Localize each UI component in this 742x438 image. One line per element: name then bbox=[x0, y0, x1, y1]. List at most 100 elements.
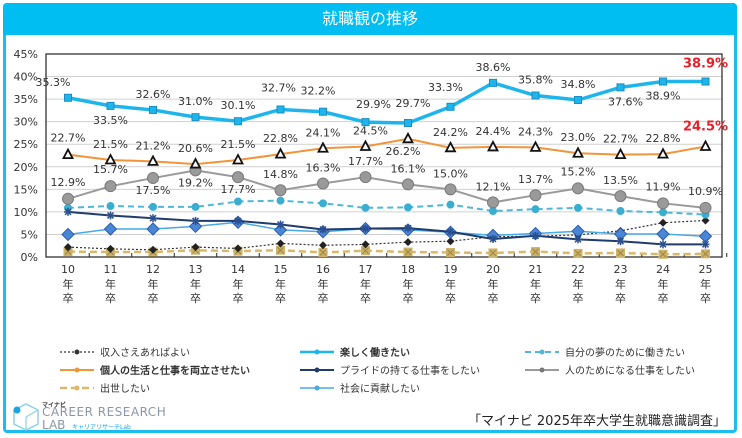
marker-square bbox=[659, 77, 667, 86]
data-label: 24.4% bbox=[476, 125, 511, 138]
x-tick-suffix: 卒 bbox=[488, 291, 499, 305]
data-label: 24.5% bbox=[353, 124, 388, 137]
chart-title: 就職観の推移 bbox=[3, 3, 737, 35]
data-label: 35.3% bbox=[36, 76, 71, 89]
legend-swatch bbox=[300, 385, 334, 390]
marker-circle bbox=[444, 183, 457, 196]
legend-item: 楽しく働きたい bbox=[300, 344, 410, 359]
marker-dot bbox=[659, 208, 667, 217]
data-label: 13.5% bbox=[603, 174, 638, 187]
y-tick-label: 30% bbox=[14, 116, 38, 129]
data-label: 22.7% bbox=[603, 133, 638, 146]
x-tick-suffix: 年 bbox=[530, 277, 541, 291]
x-tick-suffix: 卒 bbox=[105, 291, 116, 305]
x-tick-suffix: 卒 bbox=[700, 291, 711, 305]
x-tick-suffix: 卒 bbox=[233, 291, 244, 305]
data-label: 29.7% bbox=[396, 97, 431, 110]
x-tick-suffix: 卒 bbox=[318, 291, 329, 305]
x-tick-suffix: 年 bbox=[573, 277, 584, 291]
marker-x-square bbox=[573, 248, 583, 258]
marker-circle bbox=[402, 178, 414, 191]
marker-dot bbox=[106, 202, 115, 211]
x-tick-label: 10 bbox=[61, 263, 75, 276]
x-tick-suffix: 卒 bbox=[148, 291, 159, 305]
y-tick-label: 5% bbox=[21, 228, 38, 241]
legend-label: 人のためになる仕事をしたい bbox=[565, 366, 695, 377]
marker-dot bbox=[276, 196, 285, 205]
legend-swatch bbox=[300, 367, 334, 372]
marker-circle bbox=[147, 172, 159, 185]
marker-square bbox=[404, 119, 412, 128]
data-label-highlight: 24.5% bbox=[683, 119, 728, 134]
marker-x-square bbox=[361, 246, 370, 256]
x-tick-suffix: 年 bbox=[233, 277, 244, 291]
marker-star bbox=[574, 235, 582, 244]
marker-small-diamond bbox=[234, 244, 242, 253]
y-tick-label: 20% bbox=[14, 161, 38, 174]
data-label: 33.5% bbox=[93, 114, 128, 127]
x-tick-suffix: 卒 bbox=[190, 291, 201, 305]
data-label: 12.1% bbox=[476, 180, 511, 193]
data-label: 21.5% bbox=[93, 138, 128, 151]
marker-star bbox=[319, 225, 327, 234]
data-label: 22.8% bbox=[263, 132, 298, 145]
marker-square bbox=[446, 102, 455, 111]
marker-square bbox=[234, 117, 242, 126]
legend-item: 収入さえあればよい bbox=[60, 344, 190, 359]
marker-triangle bbox=[572, 146, 584, 158]
data-label: 37.6% bbox=[608, 95, 643, 108]
series-6 bbox=[64, 216, 710, 254]
x-tick-label: 23 bbox=[614, 263, 628, 276]
marker-x-square bbox=[531, 247, 540, 257]
legend-item: 社会に貢献したい bbox=[300, 380, 420, 395]
marker-circle bbox=[572, 182, 584, 195]
marker-small-diamond bbox=[319, 241, 327, 250]
data-label-highlight: 38.9% bbox=[683, 57, 728, 72]
marker-star bbox=[446, 227, 455, 236]
data-label: 17.7% bbox=[221, 183, 256, 196]
legend-label: 自分の夢のために働きたい bbox=[565, 348, 685, 359]
marker-dot bbox=[616, 206, 625, 215]
x-tick-suffix: 年 bbox=[488, 277, 499, 291]
data-label: 30.1% bbox=[221, 99, 256, 112]
marker-small-diamond bbox=[361, 240, 370, 249]
marker-circle bbox=[232, 171, 244, 184]
legend-swatch bbox=[300, 349, 334, 354]
marker-triangle bbox=[699, 139, 712, 151]
marker-circle bbox=[487, 196, 499, 209]
marker-small-diamond bbox=[659, 218, 667, 227]
logo-cube-icon bbox=[13, 403, 39, 431]
marker-square bbox=[319, 107, 327, 116]
marker-dot bbox=[361, 203, 370, 212]
x-tick-suffix: 年 bbox=[615, 277, 626, 291]
marker-circle bbox=[104, 180, 117, 193]
marker-square bbox=[64, 93, 72, 102]
x-tick-suffix: 卒 bbox=[530, 291, 541, 305]
x-tick-suffix: 年 bbox=[148, 277, 159, 291]
series-0 bbox=[64, 77, 710, 128]
marker-x-square bbox=[488, 248, 498, 258]
chart-frame bbox=[3, 3, 737, 433]
data-label: 15.0% bbox=[433, 167, 468, 180]
marker-square bbox=[361, 118, 370, 127]
y-tick-label: 10% bbox=[14, 206, 38, 219]
data-label: 17.5% bbox=[136, 184, 171, 197]
marker-triangle bbox=[317, 141, 329, 153]
data-label: 23.0% bbox=[561, 131, 596, 144]
marker-square bbox=[276, 105, 285, 114]
data-label: 22.7% bbox=[51, 132, 86, 145]
marker-star bbox=[106, 211, 115, 220]
x-tick-suffix: 年 bbox=[403, 277, 414, 291]
marker-small-diamond bbox=[149, 245, 157, 254]
x-tick-suffix: 年 bbox=[105, 277, 116, 291]
marker-small-diamond bbox=[191, 243, 200, 252]
marker-x-square bbox=[318, 247, 328, 257]
series-line bbox=[67, 199, 706, 216]
marker-square bbox=[106, 101, 115, 110]
series-4 bbox=[64, 207, 710, 249]
legend-swatch bbox=[525, 367, 559, 372]
x-tick-label: 16 bbox=[316, 263, 330, 276]
marker-circle bbox=[317, 177, 329, 190]
x-tick-label: 14 bbox=[231, 263, 245, 276]
